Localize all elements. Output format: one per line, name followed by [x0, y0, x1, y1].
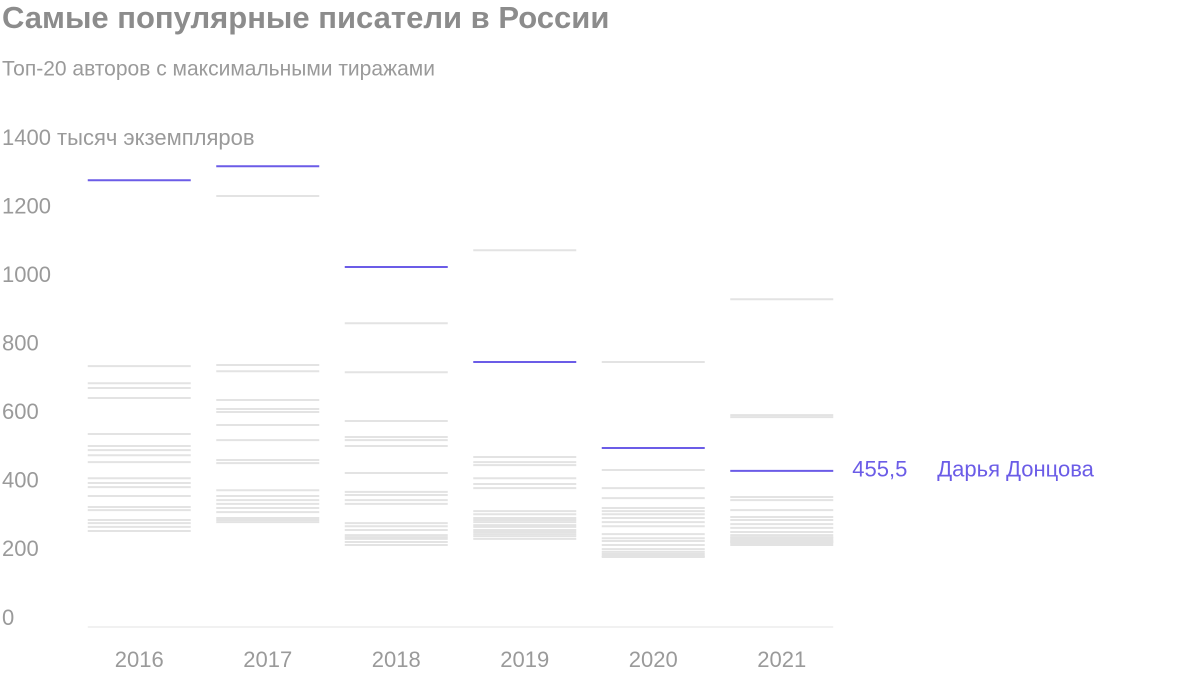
- y-tick-label: 200: [2, 536, 39, 561]
- y-tick-label: 1400 тысяч экземпляров: [2, 125, 255, 150]
- x-tick-label: 2019: [500, 647, 549, 672]
- x-tick-label: 2020: [629, 647, 678, 672]
- y-tick-label: 1200: [2, 193, 51, 218]
- x-tick-label: 2016: [115, 647, 164, 672]
- chart-subtitle: Топ-20 авторов с максимальными тиражами: [2, 58, 435, 81]
- x-tick-label: 2018: [372, 647, 421, 672]
- chart-title: Самые популярные писатели в России: [2, 0, 609, 35]
- y-tick-label: 400: [2, 468, 39, 493]
- y-tick-label: 800: [2, 331, 39, 356]
- series-label: Дарья Донцова: [937, 457, 1094, 482]
- value-label: 455,5: [852, 457, 907, 482]
- y-tick-label: 600: [2, 399, 39, 424]
- y-tick-label: 1000: [2, 262, 51, 287]
- y-tick-label: 0: [2, 605, 14, 630]
- x-tick-label: 2017: [243, 647, 292, 672]
- x-tick-label: 2021: [757, 647, 806, 672]
